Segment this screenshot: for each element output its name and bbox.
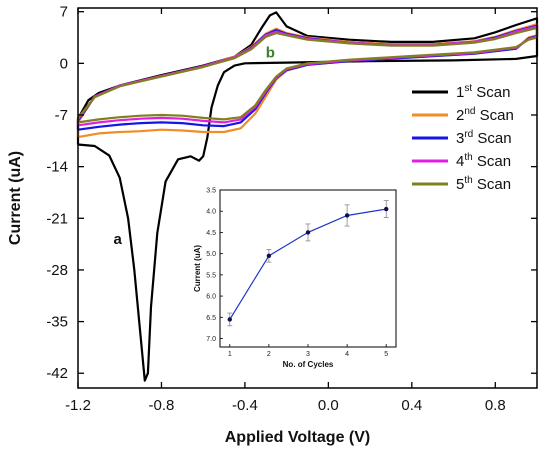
y-tick-label: 0 [60, 55, 68, 72]
inset-y-tick-label: 4.0 [206, 209, 216, 216]
y-tick-label: -35 [46, 314, 68, 331]
inset-x-tick-label: 4 [345, 351, 349, 358]
inset-x-tick-label: 3 [306, 351, 310, 358]
y-axis-title: Current (uA) [7, 151, 24, 245]
inset-y-tick-label: 3.5 [206, 188, 216, 195]
inset-y-axis-title: Current (uA) [193, 245, 202, 292]
legend-entry-4: 4th Scan [456, 152, 511, 170]
legend-entry-2: 2nd Scan [456, 106, 514, 124]
inset-y-tick-label: 7.0 [206, 336, 216, 343]
y-tick-label: -28 [46, 262, 68, 279]
plot-frame [77, 7, 538, 389]
inset-y-tick-label: 5.5 [206, 272, 216, 279]
inset-x-tick-label: 5 [384, 351, 388, 358]
x-tick-label: -1.2 [65, 397, 91, 414]
x-tick-label: -0.8 [149, 397, 175, 414]
legend-entry-5: 5th Scan [456, 175, 511, 193]
inset-y-tick-label: 6.5 [206, 315, 216, 322]
inset-data-point [344, 213, 350, 218]
x-tick-label: 0.8 [485, 397, 506, 414]
legend-entry-3: 3rd Scan [456, 129, 512, 147]
x-axis-title: Applied Voltage (V) [225, 429, 370, 446]
annotation-a: a [113, 231, 122, 248]
inset-y-tick-label: 4.5 [206, 230, 216, 237]
inset-y-tick-label: 5.0 [206, 251, 216, 258]
x-tick-label: 0.0 [318, 397, 339, 414]
inset-x-axis-title: No. of Cycles [283, 360, 334, 369]
y-tick-label: 7 [60, 4, 68, 21]
inset-data-point [384, 206, 389, 212]
x-tick-label: 0.4 [401, 397, 422, 414]
inset-y-tick-label: 6.0 [206, 294, 216, 301]
x-tick-label: -0.4 [232, 397, 258, 414]
y-tick-label: -21 [46, 210, 68, 227]
y-tick-label: -14 [46, 159, 68, 176]
series-line-1 [76, 11, 539, 382]
inset-x-tick-label: 2 [267, 351, 271, 358]
inset-data-point [305, 230, 311, 235]
annotation-b: b [266, 44, 275, 61]
inset-data-point [266, 253, 272, 258]
inset-frame [219, 189, 397, 348]
y-tick-label: -7 [55, 107, 68, 124]
legend-entry-1: 1st Scan [456, 83, 510, 101]
y-tick-label: -42 [46, 365, 68, 382]
inset-x-tick-label: 1 [228, 351, 232, 358]
inset-data-point [227, 317, 232, 322]
